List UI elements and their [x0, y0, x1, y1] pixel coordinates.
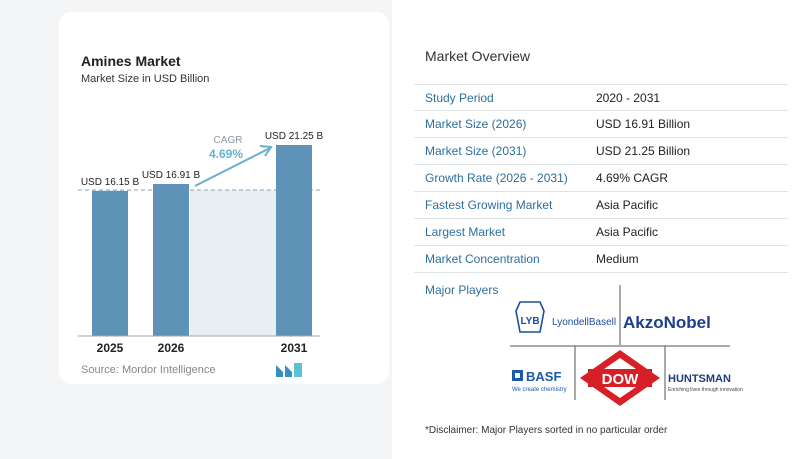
overview-key: Largest Market — [425, 225, 506, 239]
overview-value: 4.69% CAGR — [596, 171, 669, 185]
overview-value: Asia Pacific — [596, 225, 659, 239]
akzonobel-logo: AkzoNobel — [623, 313, 711, 332]
bar-2026 — [153, 184, 189, 336]
overview-key: Fastest Growing Market — [425, 198, 553, 212]
svg-text:Enriching lives through innova: Enriching lives through innovation — [668, 387, 743, 393]
overview-row: Fastest Growing Market Asia Pacific — [414, 192, 788, 219]
basf-logo: BASF We create chemistry — [512, 369, 567, 393]
overview-value: Medium — [596, 252, 639, 266]
huntsman-logo: HUNTSMAN Enriching lives through innovat… — [668, 373, 743, 393]
bar-value-label: USD 16.91 B — [142, 170, 201, 181]
chart-title: Amines Market — [81, 53, 181, 69]
overview-value: Asia Pacific — [596, 198, 659, 212]
overview-row: Study Period 2020 - 2031 — [414, 84, 788, 111]
overview-row: Growth Rate (2026 - 2031) 4.69% CAGR — [414, 165, 788, 192]
svg-text:DOW: DOW — [602, 371, 640, 388]
x-tick-label: 2025 — [97, 341, 124, 355]
cagr-arrow — [194, 145, 273, 187]
bar-2031 — [276, 145, 312, 336]
svg-text:LYB: LYB — [520, 316, 539, 327]
bar-2025 — [92, 190, 128, 336]
overview-row: Market Size (2031) USD 21.25 Billion — [414, 138, 788, 165]
overview-value: USD 21.25 Billion — [596, 144, 691, 158]
overview-row: Market Concentration Medium — [414, 246, 788, 273]
overview-key: Growth Rate (2026 - 2031) — [425, 171, 568, 185]
svg-text:LyondellBasell: LyondellBasell — [552, 317, 616, 328]
svg-text:HUNTSMAN: HUNTSMAN — [668, 373, 731, 385]
overview-key: Market Size (2031) — [425, 144, 527, 158]
overview-value: USD 16.91 Billion — [596, 117, 691, 131]
svg-text:BASF: BASF — [526, 369, 561, 384]
source-note: Source: Mordor Intelligence — [81, 364, 216, 376]
disclaimer: *Disclaimer: Major Players sorted in no … — [425, 425, 668, 436]
dow-logo: DOW — [580, 350, 660, 406]
chart-subtitle: Market Size in USD Billion — [81, 73, 210, 85]
overview-table: Study Period 2020 - 2031 Market Size (2026… — [414, 84, 788, 273]
cagr-value: 4.69% — [209, 147, 243, 161]
overview-key: Market Size (2026) — [425, 117, 527, 131]
overview-row: Market Size (2026) USD 16.91 Billion — [414, 111, 788, 138]
svg-text:We create chemistry: We create chemistry — [512, 387, 567, 393]
major-players-label: Major Players — [425, 283, 499, 297]
x-tick-label: 2031 — [281, 341, 308, 355]
overview-row: Largest Market Asia Pacific — [414, 219, 788, 246]
overview-key: Market Concentration — [425, 252, 540, 266]
lyondellbasell-logo: LYB LyondellBasell — [515, 301, 616, 333]
projection-band — [190, 190, 276, 336]
bar-chart: USD 16.15 B 2025 USD 16.91 B 2026 USD 21.25 … — [78, 131, 324, 355]
x-tick-label: 2026 — [158, 341, 185, 355]
bar-value-label: USD 21.25 B — [265, 131, 324, 142]
overview-key: Study Period — [425, 90, 494, 105]
bars-group: USD 16.15 B 2025 USD 16.91 B 2026 USD 21.25 … — [81, 131, 324, 355]
cagr-label: CAGR — [214, 135, 243, 146]
mordor-intelligence-logo-icon — [276, 363, 302, 377]
bar-value-label: USD 16.15 B — [81, 177, 140, 188]
overview-title: Market Overview — [425, 48, 531, 64]
overview-value: 2020 - 2031 — [596, 90, 661, 105]
